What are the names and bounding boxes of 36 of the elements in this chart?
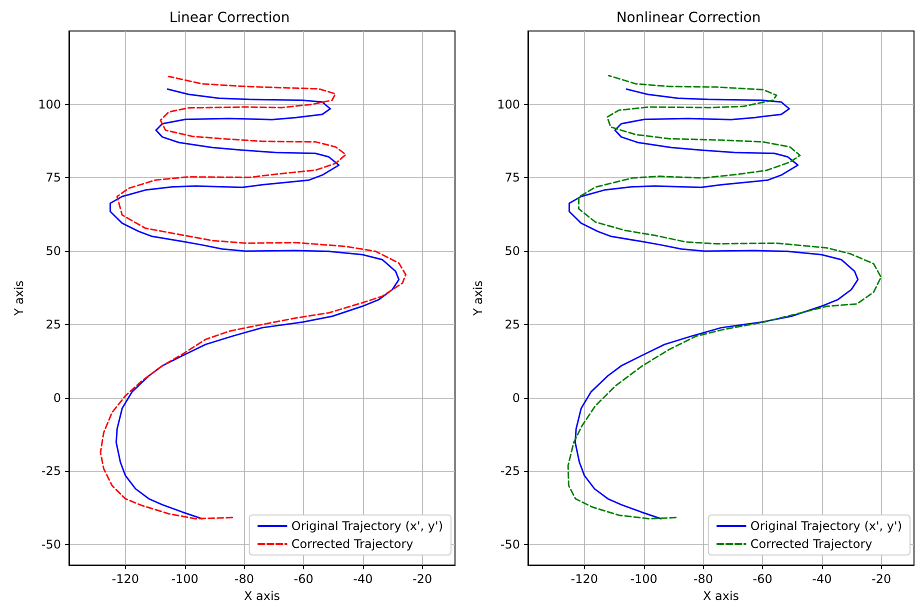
legend-label: Corrected Trajectory	[291, 537, 414, 551]
legend-label: Original Trajectory (x', y')	[291, 519, 444, 533]
y-tick-label: 100	[38, 97, 61, 112]
x-tick-label: -40	[812, 572, 832, 586]
y-tick-label: 75	[504, 170, 520, 185]
y-tick-label: 25	[46, 317, 61, 332]
x-tick-label: -100	[171, 572, 198, 586]
y-tick-label: 50	[504, 244, 520, 258]
y-tick-label: -25	[500, 464, 520, 478]
x-tick-label: -100	[630, 572, 658, 586]
y-tick-label: 0	[53, 390, 61, 405]
x-tick-label: -80	[234, 572, 254, 586]
y-tick-label: 50	[46, 244, 61, 258]
x-tick-label: -20	[872, 572, 892, 586]
y-tick-label: 0	[512, 390, 520, 405]
y-tick-label: -50	[500, 538, 520, 552]
x-tick-label: -40	[353, 572, 373, 586]
y-tick-label: 25	[504, 317, 520, 332]
x-axis-title: X axis	[702, 589, 740, 603]
chart-title: Linear Correction	[169, 10, 290, 26]
x-tick-label: -20	[412, 572, 432, 586]
legend-label: Corrected Trajectory	[750, 537, 872, 551]
x-tick-label: -120	[112, 572, 140, 586]
x-tick-label: -80	[693, 572, 713, 586]
y-tick-label: -25	[41, 464, 61, 478]
y-tick-label: 100	[497, 97, 520, 112]
y-tick-label: 75	[46, 170, 61, 185]
chart-title: Nonlinear Correction	[616, 10, 761, 26]
y-axis-title: Y axis	[12, 280, 26, 317]
y-tick-label: -50	[41, 538, 61, 552]
x-tick-label: -60	[752, 572, 772, 586]
x-axis-title: X axis	[244, 589, 280, 603]
y-axis-title: Y axis	[471, 280, 485, 317]
x-tick-label: -60	[294, 572, 314, 586]
x-tick-label: -120	[570, 572, 598, 586]
legend-label: Original Trajectory (x', y')	[750, 519, 902, 533]
